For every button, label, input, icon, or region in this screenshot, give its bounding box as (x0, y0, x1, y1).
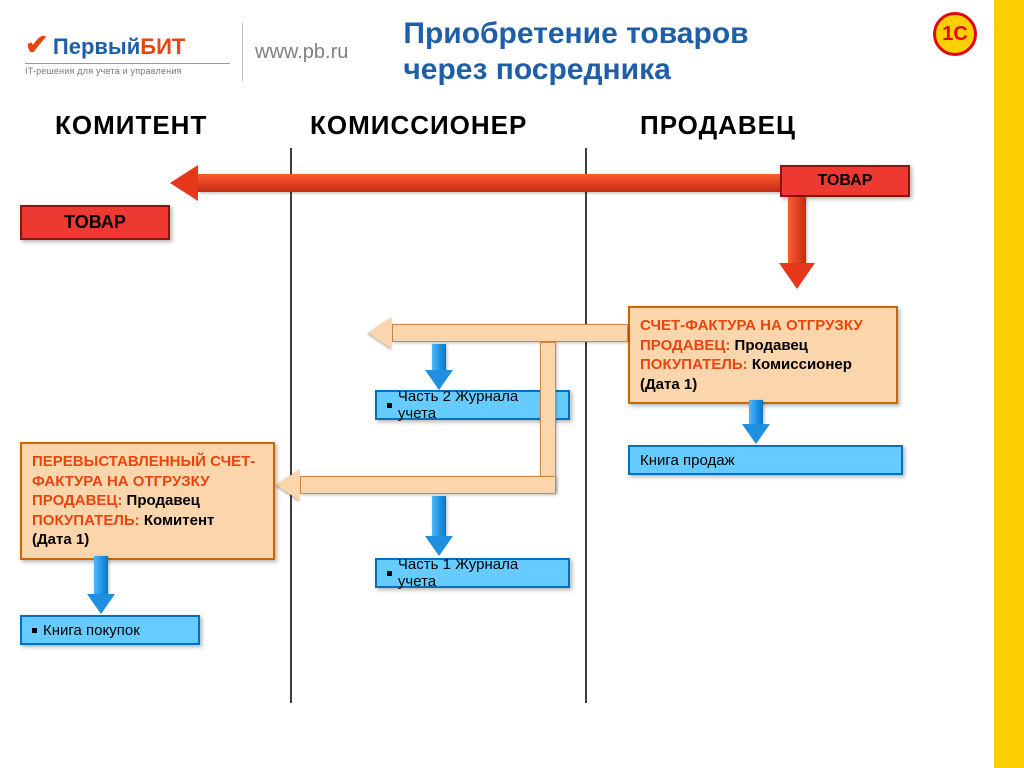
column-divider-1 (290, 148, 292, 703)
arrow-to-salesbook (749, 400, 763, 426)
url: www.pb.ru (255, 41, 348, 64)
arrow-goods-down (788, 197, 806, 265)
journal2-label: Часть 2 Журнала учета (398, 388, 558, 422)
journal1-label: Часть 1 Журнала учета (398, 556, 558, 590)
arrow-to-salesbook-head (742, 424, 770, 444)
bullet-icon (387, 403, 392, 408)
box-goods-seller: ТОВАР (780, 165, 910, 197)
invoice-seller-date: (Дата 1) (640, 375, 886, 395)
invoice-seller-l3a: ПОКУПАТЕЛЬ: (640, 356, 748, 373)
header: ✔ ПервыйБИТ IT-решения для учета и управ… (25, 12, 985, 92)
arrow-to-journal2 (432, 344, 446, 372)
box-reinvoice: ПЕРЕВЫСТАВЛЕННЫЙ СЧЕТ- ФАКТУРА НА ОТГРУЗ… (20, 442, 275, 560)
arrow-to-reinvoice (300, 476, 556, 494)
box-journal-part1: Часть 1 Журнала учета (375, 558, 570, 588)
reinvoice-title-a: ПЕРЕВЫСТАВЛЕННЫЙ СЧЕТ- (32, 452, 263, 472)
logo-pervybit: ✔ ПервыйБИТ IT-решения для учета и управ… (25, 28, 230, 76)
logo-bit: БИТ (140, 34, 185, 59)
diagram: КОМИТЕНТ КОМИССИОНЕР ПРОДАВЕЦ ТОВАР ТОВА… (0, 110, 1000, 750)
header-divider (242, 23, 243, 81)
box-sales-book: Книга продаж (628, 445, 903, 475)
box-goods-seller-label: ТОВАР (818, 172, 873, 190)
col-header-commissioner: КОМИССИОНЕР (310, 110, 527, 141)
bullet-icon (387, 571, 392, 576)
arrow-peach-down-tail (540, 342, 556, 492)
arrow-goods-to-comitent (198, 174, 780, 192)
arrow-to-journal2-head (425, 370, 453, 390)
arrow-to-journal1-head (425, 536, 453, 556)
arrow-invoice-to-commissioner-head (368, 317, 392, 349)
reinvoice-l2b: Продавец (122, 492, 200, 509)
arrow-invoice-to-commissioner (392, 324, 628, 342)
title-line2: через посредника (403, 52, 748, 88)
arrow-to-journal1 (432, 496, 446, 538)
invoice-seller-l2b: Продавец (730, 337, 808, 354)
arrow-goods-down-head (779, 263, 815, 289)
logo-1c: 1С (933, 12, 977, 56)
arrow-goods-to-comitent-head (170, 165, 198, 201)
box-invoice-seller: СЧЕТ-ФАКТУРА НА ОТГРУЗКУ ПРОДАВЕЦ: Прода… (628, 306, 898, 404)
arrow-to-purchasebook (94, 556, 108, 596)
box-goods-comitent: ТОВАР (20, 205, 170, 240)
invoice-seller-title: СЧЕТ-ФАКТУРА НА ОТГРУЗКУ (640, 316, 886, 336)
column-divider-2 (585, 148, 587, 703)
sales-book-label: Книга продаж (640, 452, 735, 469)
logo-first: Первый (53, 34, 140, 59)
logo-1c-circle: 1С (933, 12, 977, 56)
box-goods-comitent-label: ТОВАР (64, 212, 126, 233)
arrow-to-purchasebook-head (87, 594, 115, 614)
logo-subtitle: IT-решения для учета и управления (25, 63, 230, 76)
reinvoice-l2a: ПРОДАВЕЦ: (32, 492, 122, 509)
bullet-icon (32, 628, 37, 633)
box-purchase-book: Книга покупок (20, 615, 200, 645)
reinvoice-title-b: ФАКТУРА НА ОТГРУЗКУ (32, 472, 263, 492)
logo-check-icon: ✔ (25, 29, 48, 60)
reinvoice-l3a: ПОКУПАТЕЛЬ: (32, 512, 140, 529)
col-header-comitent: КОМИТЕНТ (55, 110, 207, 141)
arrow-to-reinvoice-head (276, 469, 300, 501)
col-header-seller: ПРОДАВЕЦ (640, 110, 796, 141)
purchase-book-label: Книга покупок (43, 622, 140, 639)
invoice-seller-l3b: Комиссионер (748, 356, 852, 373)
reinvoice-l3b: Комитент (140, 512, 215, 529)
slide-title: Приобретение товаров через посредника (403, 16, 748, 88)
invoice-seller-l2a: ПРОДАВЕЦ: (640, 337, 730, 354)
reinvoice-date: (Дата 1) (32, 530, 263, 550)
title-line1: Приобретение товаров (403, 16, 748, 52)
